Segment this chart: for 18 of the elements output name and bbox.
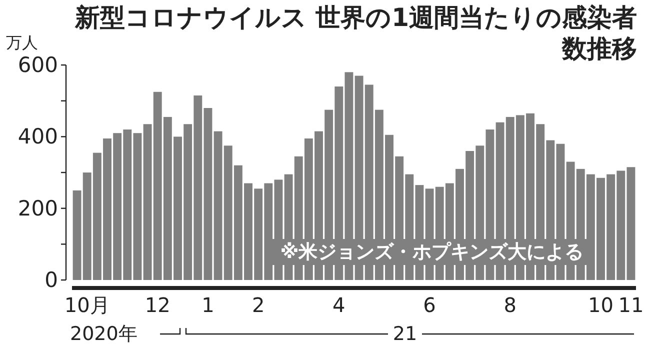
x-tick-label: 4 xyxy=(332,293,346,317)
chart-title: 新型コロナウイルス 世界の1週間当たりの感染者数推移 xyxy=(74,2,637,64)
x-tick-label: 10月 xyxy=(64,293,110,317)
x-tick-label: 11 xyxy=(618,293,644,317)
x-tick-label: 2 xyxy=(252,293,265,317)
x-tick-label: 1 xyxy=(202,293,214,317)
y-axis-title: 万人 xyxy=(6,33,38,52)
y-tick-label: 600 xyxy=(18,53,58,77)
annotation: ※米ジョンズ・ホプキンズ大による xyxy=(280,241,584,263)
text: 21 xyxy=(392,323,418,345)
text: 2020年 xyxy=(70,323,138,345)
x-tick-label: 8 xyxy=(504,293,516,317)
y-tick-label: 0 xyxy=(44,268,58,292)
x-tick-label: 12 xyxy=(144,293,170,317)
x-tick-label: 6 xyxy=(423,293,436,317)
y-tick-label: 200 xyxy=(18,196,58,220)
x-tick-label: 10 xyxy=(588,293,614,317)
y-tick-label: 400 xyxy=(18,124,58,149)
